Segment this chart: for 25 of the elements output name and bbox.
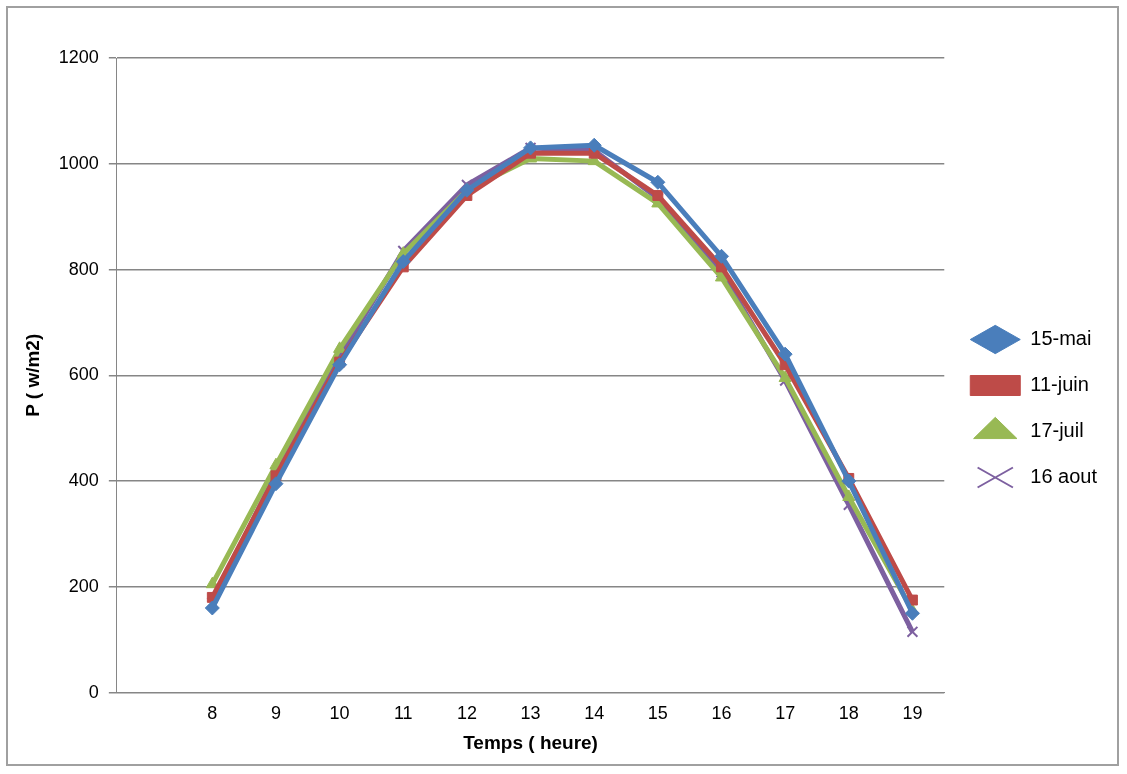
x-tick-label: 19 xyxy=(902,703,923,724)
legend-label: 15-mai xyxy=(1030,327,1092,350)
x-tick-label: 14 xyxy=(584,703,605,724)
y-tick-label: 1000 xyxy=(58,152,99,173)
y-axis-title: P ( w/m2) xyxy=(21,333,43,417)
x-tick-label: 8 xyxy=(207,703,218,724)
x-tick-label: 9 xyxy=(270,703,281,724)
x-tick-label: 11 xyxy=(393,703,413,724)
x-tick-label: 13 xyxy=(520,703,541,724)
x-tick-label: 17 xyxy=(775,703,796,724)
x-axis-title: Temps ( heure) xyxy=(463,731,598,753)
y-tick-label: 600 xyxy=(68,364,99,385)
y-tick-label: 800 xyxy=(68,258,99,279)
legend-label: 16 aout xyxy=(1030,465,1098,488)
y-tick-label: 1200 xyxy=(58,46,99,67)
y-tick-label: 400 xyxy=(68,470,99,491)
x-tick-label: 10 xyxy=(329,703,350,724)
y-tick-label: 0 xyxy=(88,681,99,702)
x-tick-label: 18 xyxy=(838,703,859,724)
legend-label: 11-juin xyxy=(1030,373,1089,396)
legend-label: 17-juil xyxy=(1030,419,1084,442)
x-tick-label: 16 xyxy=(711,703,732,724)
x-tick-label: 12 xyxy=(456,703,477,724)
x-tick-label: 15 xyxy=(647,703,668,724)
y-tick-label: 200 xyxy=(68,575,99,596)
